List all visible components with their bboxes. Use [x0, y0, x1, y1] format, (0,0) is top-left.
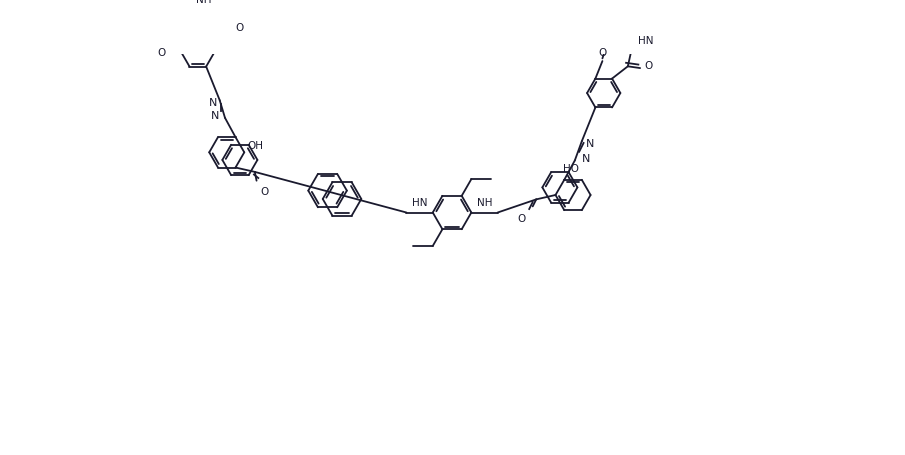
Text: O: O: [598, 48, 606, 57]
Text: NH: NH: [195, 0, 212, 5]
Text: O: O: [518, 214, 526, 224]
Text: N: N: [582, 153, 590, 163]
Text: O: O: [260, 187, 268, 197]
Text: HO: HO: [563, 163, 579, 173]
Text: N: N: [209, 98, 217, 108]
Text: O: O: [644, 61, 653, 71]
Text: O: O: [235, 23, 243, 33]
Text: NH: NH: [477, 198, 492, 208]
Text: HN: HN: [638, 36, 653, 46]
Text: O: O: [157, 48, 166, 58]
Text: N: N: [586, 139, 595, 149]
Text: OH: OH: [248, 141, 263, 150]
Text: HN: HN: [412, 198, 427, 208]
Text: N: N: [211, 111, 219, 121]
